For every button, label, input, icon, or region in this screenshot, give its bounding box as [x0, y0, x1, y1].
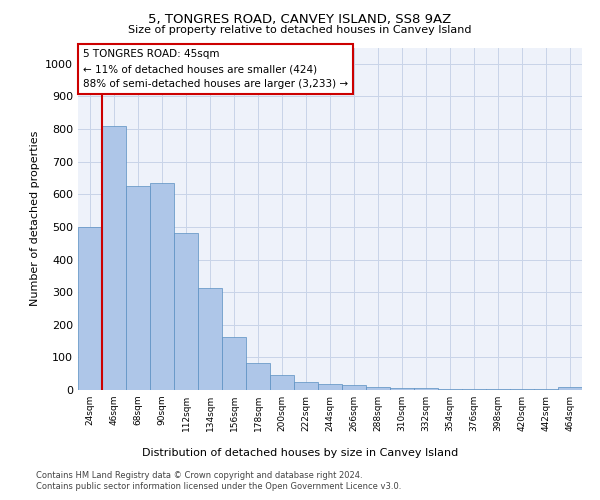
- Bar: [174, 234, 198, 390]
- Text: 5 TONGRES ROAD: 45sqm
← 11% of detached houses are smaller (424)
88% of semi-det: 5 TONGRES ROAD: 45sqm ← 11% of detached …: [83, 49, 348, 89]
- Bar: [486, 389, 510, 390]
- Bar: [462, 389, 486, 390]
- Bar: [558, 388, 582, 390]
- Text: Contains HM Land Registry data © Crown copyright and database right 2024.: Contains HM Land Registry data © Crown c…: [36, 471, 362, 480]
- Bar: [414, 388, 438, 390]
- Bar: [78, 227, 102, 390]
- Bar: [198, 288, 222, 390]
- Bar: [342, 386, 366, 390]
- Bar: [126, 186, 150, 390]
- Bar: [102, 126, 126, 390]
- Bar: [246, 364, 270, 390]
- Text: Distribution of detached houses by size in Canvey Island: Distribution of detached houses by size …: [142, 448, 458, 458]
- Bar: [366, 386, 390, 390]
- Bar: [270, 376, 294, 390]
- Bar: [222, 337, 246, 390]
- Bar: [318, 384, 342, 390]
- Bar: [390, 388, 414, 390]
- Text: Size of property relative to detached houses in Canvey Island: Size of property relative to detached ho…: [128, 25, 472, 35]
- Bar: [150, 183, 174, 390]
- Text: 5, TONGRES ROAD, CANVEY ISLAND, SS8 9AZ: 5, TONGRES ROAD, CANVEY ISLAND, SS8 9AZ: [148, 12, 452, 26]
- Y-axis label: Number of detached properties: Number of detached properties: [29, 131, 40, 306]
- Text: Contains public sector information licensed under the Open Government Licence v3: Contains public sector information licen…: [36, 482, 401, 491]
- Bar: [438, 388, 462, 390]
- Bar: [294, 382, 318, 390]
